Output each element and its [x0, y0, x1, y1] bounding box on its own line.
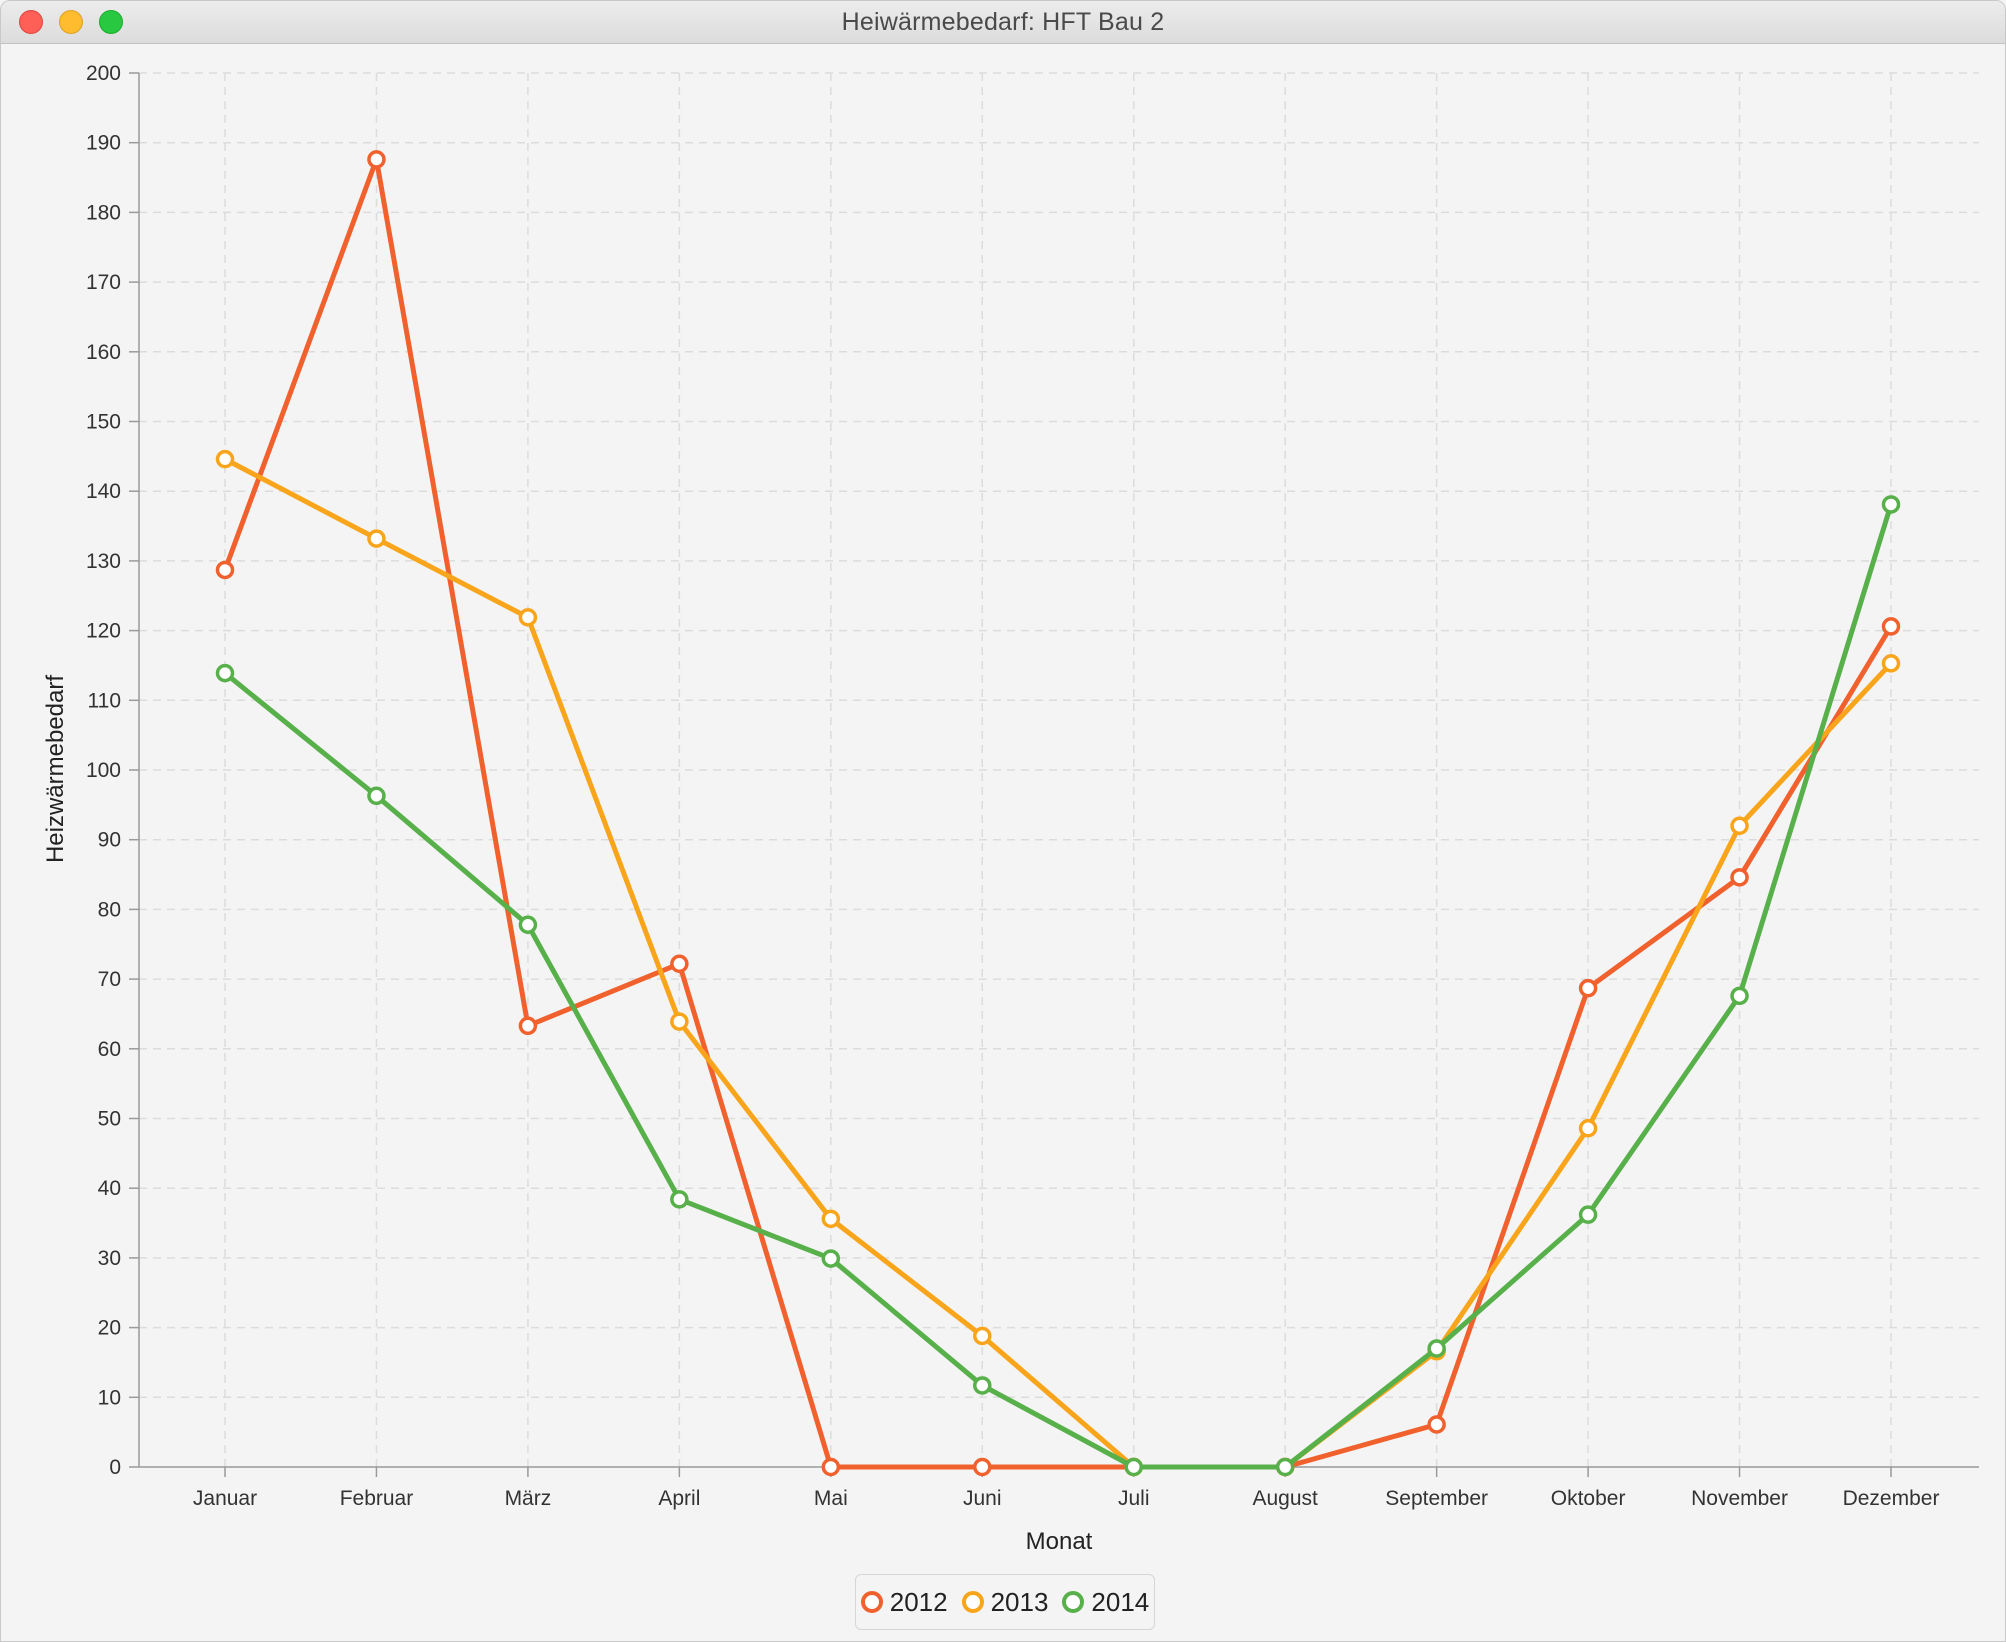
data-point[interactable]: [1881, 495, 1901, 514]
legend-label: 2014: [1091, 1586, 1150, 1617]
y-tick-label: 130: [86, 550, 121, 573]
x-tick-label: Juni: [963, 1487, 1002, 1510]
data-point[interactable]: [670, 1012, 689, 1031]
y-tick-label: 190: [86, 132, 121, 155]
series-line-2012: [222, 156, 1894, 1470]
data-point[interactable]: [1427, 1415, 1446, 1434]
grid-lines: [139, 72, 1979, 1467]
y-tick-label: 90: [98, 829, 121, 852]
legend-item-2012[interactable]: 2012: [860, 1586, 948, 1618]
y-tick-label: 120: [86, 620, 121, 643]
data-point[interactable]: [821, 1209, 841, 1229]
y-tick-label: 30: [98, 1247, 121, 1270]
y-tick-label: 110: [88, 689, 121, 712]
line-chart: 0 10 20 30 40 50 60 70 80 90 100 110 120 130 140 150 160…: [42, 62, 1979, 1555]
data-point[interactable]: [821, 1249, 841, 1268]
x-tick-label: April: [658, 1487, 700, 1510]
y-tick-label: 20: [98, 1317, 121, 1340]
data-point[interactable]: [367, 529, 386, 548]
minimize-button[interactable]: [59, 10, 83, 34]
legend-item-2014[interactable]: 2014: [1062, 1587, 1149, 1618]
legend-marker-icon: [1062, 1591, 1085, 1613]
y-axis-ticks: 0 10 20 30 40 50 60 70 80 90 100 110 120 130 140 150 160…: [86, 62, 139, 1479]
y-axis-title: Heizwärmebedarf: [42, 675, 69, 863]
series-2014: [215, 495, 1901, 1477]
x-tick-label: Februar: [340, 1487, 414, 1510]
data-point[interactable]: [1578, 978, 1598, 998]
series-2012: [215, 150, 1901, 1477]
data-point[interactable]: [1427, 1339, 1446, 1358]
data-point[interactable]: [973, 1457, 992, 1477]
y-tick-label: 170: [86, 271, 121, 294]
y-tick-label: 150: [86, 411, 121, 434]
data-point[interactable]: [518, 608, 538, 627]
data-point[interactable]: [670, 1190, 689, 1209]
title-bar: Heiwärmebedarf: HFT Bau 2: [1, 1, 2005, 44]
data-point[interactable]: [215, 560, 235, 580]
y-tick-label: 70: [98, 968, 121, 991]
y-tick-label: 50: [98, 1108, 121, 1131]
x-tick-label: Juli: [1118, 1487, 1150, 1510]
zoom-button[interactable]: [99, 10, 123, 34]
y-tick-label: 140: [86, 480, 121, 503]
x-tick-label: November: [1691, 1487, 1788, 1510]
axes: [138, 73, 1979, 1468]
x-axis-ticks: Januar Februar März April Mai Juni Juli August S…: [193, 1467, 1940, 1510]
data-point[interactable]: [518, 1016, 538, 1036]
x-tick-label: Mai: [814, 1487, 848, 1510]
data-point[interactable]: [1578, 1119, 1598, 1138]
x-tick-label: Dezember: [1843, 1487, 1940, 1510]
data-point[interactable]: [973, 1376, 992, 1395]
y-tick-label: 80: [98, 898, 121, 921]
y-tick-label: 0: [109, 1456, 121, 1479]
x-tick-label: Oktober: [1551, 1487, 1626, 1510]
legend-marker-icon: [860, 1591, 883, 1613]
series-lines: [215, 150, 1901, 1477]
legend-item-2013[interactable]: 2013: [961, 1586, 1049, 1618]
data-point[interactable]: [1578, 1205, 1598, 1224]
y-tick-label: 100: [86, 759, 121, 782]
series-line-2013: [223, 456, 1893, 1470]
legend-marker-icon: [961, 1591, 984, 1613]
y-tick-label: 180: [86, 201, 121, 224]
x-tick-label: März: [505, 1487, 552, 1510]
x-tick-label: September: [1385, 1487, 1488, 1510]
data-point[interactable]: [1881, 654, 1901, 673]
data-point[interactable]: [670, 954, 689, 974]
x-tick-label: Januar: [193, 1487, 257, 1510]
y-tick-label: 40: [98, 1177, 121, 1200]
data-point[interactable]: [518, 915, 538, 934]
legend-label: 2013: [990, 1586, 1049, 1617]
close-button[interactable]: [19, 10, 43, 34]
series-2013: [215, 449, 1901, 1477]
data-point[interactable]: [1275, 1457, 1295, 1477]
legend-label: 2012: [889, 1586, 948, 1617]
chart-legend: 2012 2013 2014: [855, 1574, 1155, 1630]
data-point[interactable]: [973, 1326, 992, 1346]
data-point[interactable]: [367, 150, 386, 169]
data-point[interactable]: [1730, 816, 1749, 836]
x-tick-label: August: [1252, 1487, 1318, 1510]
data-point[interactable]: [821, 1457, 841, 1477]
data-point[interactable]: [1730, 868, 1749, 887]
window-title: Heiwärmebedarf: HFT Bau 2: [841, 7, 1165, 36]
data-point[interactable]: [215, 449, 235, 469]
data-point[interactable]: [367, 786, 386, 806]
data-point[interactable]: [1124, 1457, 1143, 1477]
data-point[interactable]: [1881, 617, 1901, 636]
data-point[interactable]: [215, 663, 235, 683]
series-line-2014: [223, 503, 1894, 1470]
y-tick-label: 10: [98, 1386, 121, 1409]
data-point[interactable]: [1730, 986, 1749, 1006]
y-tick-label: 60: [98, 1038, 121, 1061]
y-tick-label: 160: [86, 341, 121, 364]
y-tick-label: 200: [86, 62, 121, 85]
x-axis-title: Monat: [1026, 1528, 1093, 1555]
